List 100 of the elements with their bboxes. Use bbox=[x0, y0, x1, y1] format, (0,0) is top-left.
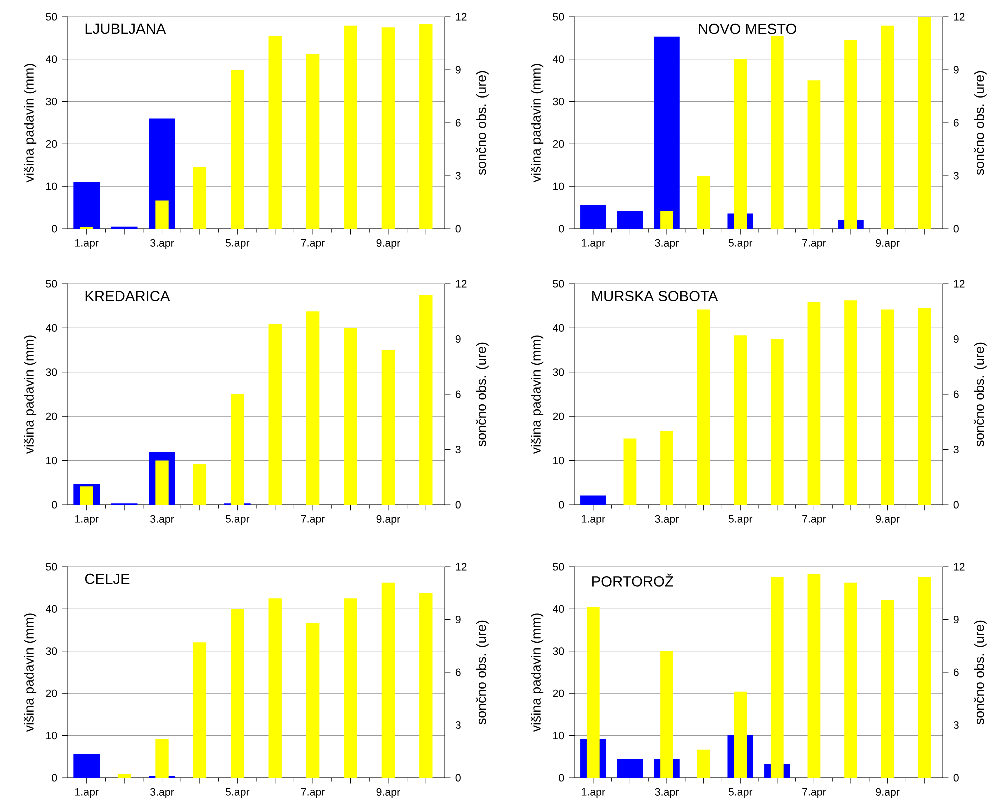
y-tick-label: 0 bbox=[559, 225, 564, 233]
y-tick-label: 20 bbox=[553, 690, 564, 698]
bar bbox=[844, 300, 858, 505]
y-tick-label: 40 bbox=[46, 605, 58, 613]
bar bbox=[844, 582, 858, 778]
y2-tick-label: 0 bbox=[456, 225, 461, 233]
x-tick-label: 9.apr bbox=[876, 239, 900, 250]
bar bbox=[660, 211, 674, 229]
x-tick-label: 5.apr bbox=[226, 239, 250, 249]
bar bbox=[918, 16, 932, 229]
y2-axis-title: sončno obs. (ure) bbox=[476, 71, 489, 176]
bar bbox=[697, 310, 710, 505]
bar bbox=[382, 28, 396, 229]
y-tick-label: 20 bbox=[46, 690, 58, 698]
y-tick-label: 50 bbox=[553, 280, 564, 288]
y-tick-label: 40 bbox=[552, 56, 564, 64]
y2-tick-label: 9 bbox=[456, 335, 461, 344]
bar bbox=[231, 609, 244, 778]
bar bbox=[193, 464, 207, 505]
x-tick-label: 1.apr bbox=[76, 788, 99, 798]
x-tick-label: 5.apr bbox=[226, 515, 250, 525]
bar bbox=[918, 308, 932, 505]
y2-tick-label: 9 bbox=[954, 335, 959, 344]
bar bbox=[734, 336, 748, 505]
x-tick-label: 3.apr bbox=[655, 239, 679, 250]
y2-tick-label: 6 bbox=[456, 119, 461, 127]
bar bbox=[382, 582, 396, 778]
x-tick-label: 7.apr bbox=[301, 788, 326, 798]
bar bbox=[344, 328, 358, 505]
bar bbox=[231, 70, 244, 229]
x-tick-label: 3.apr bbox=[150, 239, 174, 250]
y-tick-label: 30 bbox=[553, 368, 564, 376]
y2-axis-title: sončno obs. (ure) bbox=[974, 342, 987, 447]
chart-title: LJUBLJANA bbox=[86, 24, 166, 34]
y2-tick-label: 3 bbox=[954, 446, 959, 454]
y2-tick-label: 3 bbox=[456, 446, 461, 454]
bar bbox=[306, 54, 320, 229]
x-tick-label: 7.apr bbox=[301, 515, 326, 525]
bar bbox=[74, 182, 100, 229]
bar bbox=[697, 176, 710, 229]
chart-title: KREDARICA bbox=[86, 291, 170, 302]
y2-tick-label: 9 bbox=[456, 616, 461, 624]
bar bbox=[193, 167, 207, 229]
x-tick-label: 3.apr bbox=[655, 788, 679, 798]
y-tick-label: 30 bbox=[553, 98, 564, 106]
y-tick-label: 10 bbox=[46, 457, 58, 465]
x-tick-label: 5.apr bbox=[728, 515, 753, 525]
bar bbox=[580, 205, 606, 229]
y-axis-title: višina padavin (mm) bbox=[531, 336, 544, 454]
y2-axis-title: sončno obs. (ure) bbox=[476, 620, 489, 725]
y-tick-label: 50 bbox=[46, 280, 58, 288]
y2-tick-label: 6 bbox=[954, 668, 959, 676]
y-tick-label: 10 bbox=[554, 732, 564, 740]
y2-tick-label: 6 bbox=[456, 668, 461, 676]
x-tick-label: 3.apr bbox=[150, 788, 174, 798]
y-tick-label: 40 bbox=[46, 56, 58, 64]
y-tick-label: 20 bbox=[46, 412, 58, 420]
x-tick-label: 9.apr bbox=[876, 515, 900, 526]
x-tick-label: 1.apr bbox=[76, 239, 99, 249]
y2-tick-label: 6 bbox=[954, 390, 959, 398]
x-tick-label: 3.apr bbox=[150, 515, 174, 526]
y-tick-label: 50 bbox=[553, 563, 564, 571]
x-tick-label: 5.apr bbox=[226, 788, 250, 798]
y-tick-label: 20 bbox=[46, 140, 58, 148]
bar bbox=[697, 750, 710, 778]
y2-tick-label: 9 bbox=[954, 66, 959, 74]
x-tick-label: 5.apr bbox=[728, 788, 753, 798]
bar bbox=[770, 36, 784, 229]
y2-tick-label: 6 bbox=[456, 390, 461, 398]
y2-tick-label: 0 bbox=[456, 501, 461, 509]
x-tick-label: 7.apr bbox=[301, 239, 326, 249]
y2-tick-label: 3 bbox=[456, 172, 461, 180]
x-tick-label: 9.apr bbox=[376, 515, 400, 526]
bar bbox=[306, 312, 320, 505]
y-tick-label: 10 bbox=[554, 182, 564, 190]
y-tick-label: 10 bbox=[554, 457, 564, 465]
bar bbox=[156, 200, 169, 229]
x-tick-label: 1.apr bbox=[582, 239, 606, 249]
x-tick-label: 9.apr bbox=[376, 239, 400, 250]
y2-tick-label: 9 bbox=[456, 66, 461, 74]
chart-title: PORTOROŽ bbox=[592, 574, 674, 587]
bar bbox=[420, 24, 433, 229]
bar bbox=[231, 394, 244, 505]
y-axis-title: višina padavin (mm) bbox=[24, 614, 37, 732]
bar bbox=[624, 438, 637, 505]
bar bbox=[617, 759, 644, 778]
bar bbox=[268, 36, 282, 229]
y2-tick-label: 6 bbox=[954, 119, 959, 127]
x-tick-label: 1.apr bbox=[582, 515, 606, 525]
bar bbox=[881, 26, 894, 229]
y2-tick-label: 12 bbox=[954, 13, 965, 21]
y-tick-label: 0 bbox=[52, 501, 58, 509]
y-axis-title: višina padavin (mm) bbox=[24, 64, 37, 183]
bar bbox=[306, 623, 320, 778]
x-tick-label: 1.apr bbox=[582, 788, 606, 798]
chart-title: CELJE bbox=[85, 574, 130, 584]
y2-axis-title: sončno obs. (ure) bbox=[476, 342, 489, 447]
x-tick-label: 7.apr bbox=[802, 515, 826, 525]
y2-tick-label: 12 bbox=[456, 13, 467, 21]
y-tick-label: 10 bbox=[46, 182, 58, 190]
